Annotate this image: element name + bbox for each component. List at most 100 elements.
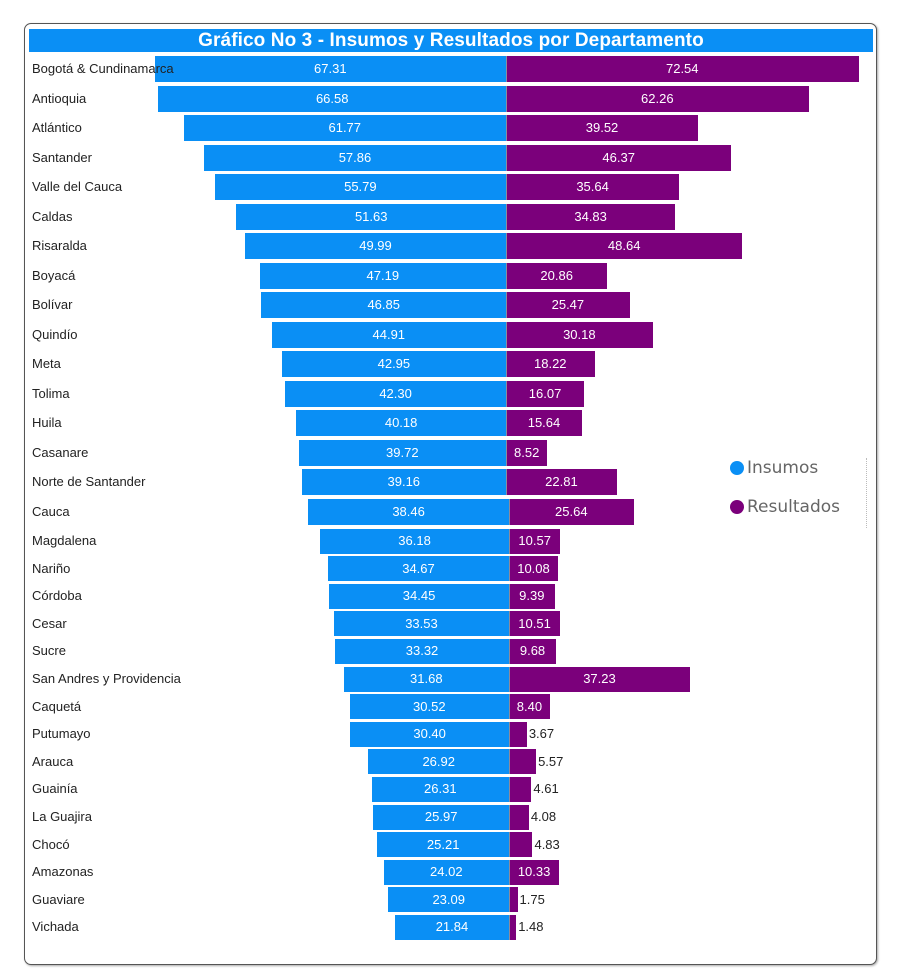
- bar-resultados[interactable]: [509, 556, 558, 582]
- bar-resultados[interactable]: [509, 887, 518, 913]
- bar-insumos[interactable]: [320, 528, 509, 554]
- data-label-resultados: 72.54: [665, 61, 699, 76]
- bar-resultados[interactable]: [506, 439, 548, 466]
- data-label-insumos: 61.77: [328, 120, 362, 135]
- bar-insumos[interactable]: [301, 469, 506, 495]
- category-label: Huila: [32, 415, 62, 430]
- bar-resultados[interactable]: [509, 498, 634, 525]
- bar-resultados[interactable]: [509, 638, 557, 664]
- data-label-resultados: 4.83: [534, 836, 560, 852]
- legend-item-resultados[interactable]: Resultados: [730, 495, 840, 519]
- bar-insumos[interactable]: [333, 611, 509, 637]
- legend-item-insumos[interactable]: Insumos: [730, 456, 840, 480]
- bar-insumos[interactable]: [388, 887, 509, 913]
- category-label: Chocó: [32, 836, 70, 852]
- bar-insumos[interactable]: [296, 410, 506, 436]
- bar-resultados[interactable]: [506, 262, 608, 289]
- data-label-insumos: 39.72: [386, 444, 419, 460]
- bar-insumos[interactable]: [183, 115, 506, 141]
- bar-insumos[interactable]: [158, 85, 506, 112]
- bar-insumos[interactable]: [383, 859, 509, 885]
- bar-resultados[interactable]: [509, 749, 537, 775]
- data-label-insumos: 51.63: [354, 208, 388, 224]
- bar-resultados[interactable]: [506, 380, 585, 407]
- bar-insumos[interactable]: [371, 776, 509, 802]
- bar-resultados[interactable]: [506, 233, 743, 259]
- data-label-insumos: 21.84: [435, 919, 469, 935]
- bar-resultados[interactable]: [506, 351, 595, 377]
- legend-label-insumos: Insumos: [747, 458, 819, 478]
- bar-resultados[interactable]: [509, 528, 561, 554]
- bar-insumos[interactable]: [298, 439, 506, 466]
- bar-insumos[interactable]: [343, 666, 509, 692]
- bar-insumos[interactable]: [285, 380, 506, 407]
- bar-insumos[interactable]: [271, 321, 506, 348]
- bar-resultados[interactable]: [506, 321, 653, 348]
- bar-insumos[interactable]: [394, 914, 509, 940]
- category-label: Valle del Cauca: [32, 179, 123, 194]
- legend-marker-insumos: [730, 461, 744, 475]
- data-label-resultados: 10.08: [517, 560, 550, 576]
- bar-insumos[interactable]: [328, 556, 509, 582]
- bar-resultados[interactable]: [506, 174, 680, 200]
- bar-insumos[interactable]: [245, 233, 506, 259]
- data-label-resultados: 22.81: [545, 474, 578, 489]
- bar-resultados[interactable]: [509, 694, 550, 720]
- category-label: Putumayo: [32, 726, 91, 742]
- bar-insumos[interactable]: [203, 144, 506, 171]
- legend-scrollbar[interactable]: [866, 458, 869, 528]
- bar-insumos[interactable]: [329, 583, 509, 609]
- bar-resultados[interactable]: [509, 776, 532, 802]
- bar-insumos[interactable]: [368, 749, 509, 775]
- data-label-insumos: 25.21: [426, 836, 460, 852]
- bar-resultados[interactable]: [506, 410, 582, 436]
- bar-insumos[interactable]: [236, 203, 506, 230]
- category-label: Boyacá: [32, 267, 76, 283]
- bar-insumos[interactable]: [335, 638, 509, 664]
- bar-resultados[interactable]: [506, 85, 809, 112]
- data-label-resultados: 10.33: [517, 864, 551, 880]
- category-label: Guainía: [32, 781, 78, 797]
- bar-resultados[interactable]: [506, 292, 630, 318]
- bar-resultados[interactable]: [506, 144, 732, 171]
- bar-resultados[interactable]: [506, 469, 617, 495]
- bar-resultados[interactable]: [509, 914, 517, 940]
- data-label-resultados: 8.52: [514, 444, 540, 460]
- bar-resultados[interactable]: [506, 115, 699, 141]
- data-label-resultados: 48.64: [607, 238, 641, 253]
- bar-resultados[interactable]: [509, 804, 529, 830]
- bar-resultados[interactable]: [509, 859, 560, 885]
- bar-insumos[interactable]: [214, 174, 506, 200]
- data-label-resultados: 15.64: [527, 415, 561, 430]
- data-label-insumos: 46.85: [367, 297, 400, 312]
- bar-resultados[interactable]: [509, 583, 555, 609]
- bar-insumos[interactable]: [350, 721, 509, 747]
- bar-resultados[interactable]: [506, 203, 676, 230]
- category-label: Bogotá & Cundinamarca: [32, 61, 174, 76]
- bar-resultados[interactable]: [509, 666, 690, 692]
- category-label: Sucre: [32, 643, 66, 659]
- bar-resultados[interactable]: [509, 611, 561, 637]
- category-label: Guaviare: [32, 891, 85, 907]
- bar-resultados[interactable]: [506, 56, 859, 82]
- bar-insumos[interactable]: [281, 351, 506, 377]
- bar-insumos[interactable]: [373, 804, 509, 830]
- data-label-insumos: 66.58: [315, 90, 349, 106]
- bar-insumos[interactable]: [308, 498, 509, 525]
- bar-insumos[interactable]: [259, 262, 506, 289]
- data-label-resultados: 46.37: [602, 149, 635, 165]
- bar-insumos[interactable]: [377, 832, 509, 858]
- data-label-resultados: 8.40: [516, 698, 543, 714]
- data-label-resultados: 20.86: [540, 267, 573, 283]
- category-label: Amazonas: [32, 864, 94, 880]
- bar-resultados[interactable]: [509, 721, 527, 747]
- data-label-resultados: 4.08: [530, 809, 557, 824]
- category-label: Nariño: [32, 560, 71, 576]
- data-label-resultados: 39.52: [585, 120, 619, 135]
- bar-insumos[interactable]: [154, 56, 506, 82]
- category-label: Antioquia: [32, 90, 87, 106]
- bar-insumos[interactable]: [349, 694, 509, 720]
- data-label-insumos: 40.18: [384, 415, 418, 430]
- bar-resultados[interactable]: [509, 832, 533, 858]
- bar-insumos[interactable]: [261, 292, 506, 318]
